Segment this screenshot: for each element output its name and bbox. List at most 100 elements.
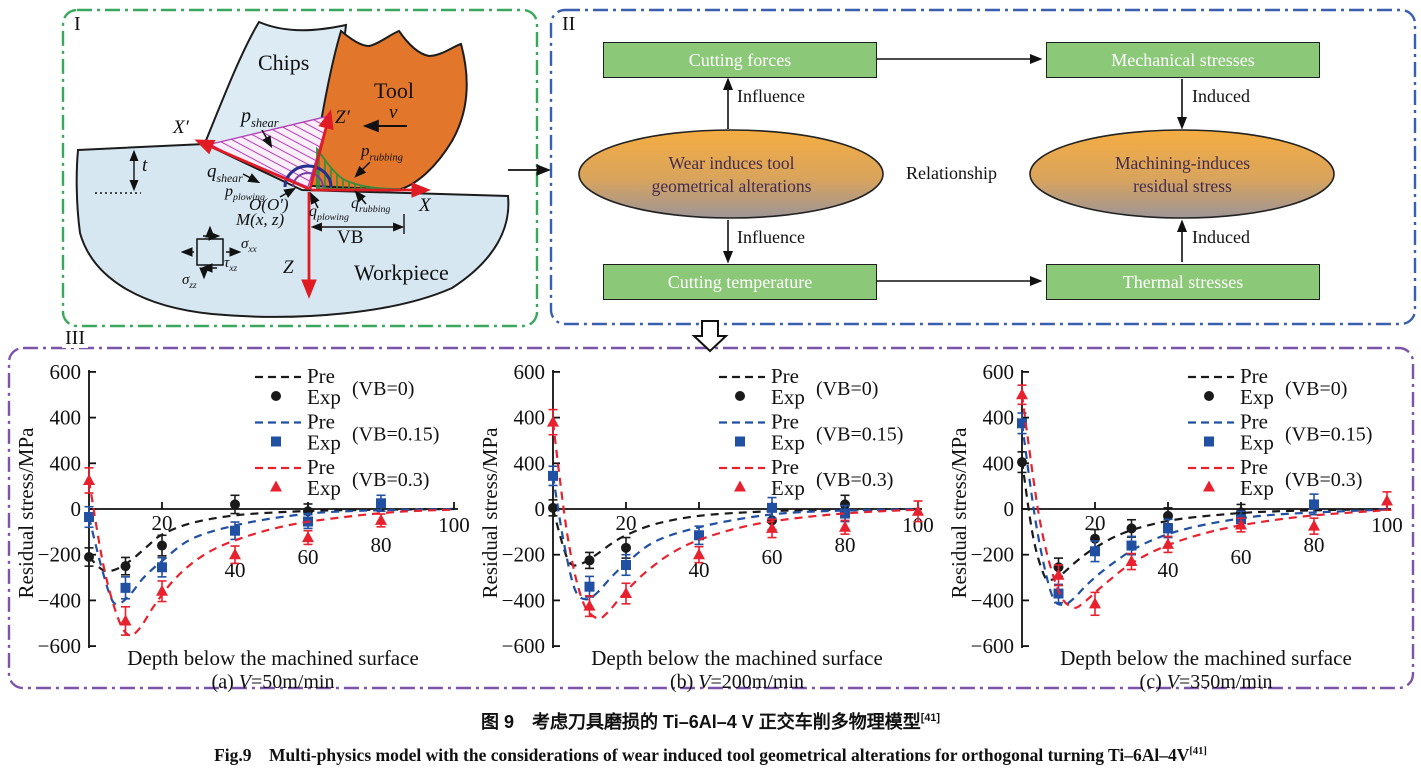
induced-bottom-label: Induced [1192,227,1250,247]
exp-marker-square [1090,546,1100,557]
y-tick-label: 400 [983,406,1015,430]
panel1-border [61,8,539,328]
y-tick-label: 400 [514,406,546,430]
exp-marker-square [1126,540,1137,551]
exp-marker-circle [621,542,631,553]
exp-marker-triangle [83,473,95,485]
exp-marker-triangle [693,548,705,560]
box-cutting-forces: Cutting forces [603,42,877,78]
y-tick-label: 0 [1004,497,1015,521]
exp-marker-square [694,530,704,541]
exp-marker-triangle [270,480,282,492]
x-tick-label: 40 [689,558,710,582]
z-axis-label: Z [283,257,294,278]
exp-marker-circle [230,499,240,510]
q-plowing-leader [309,191,320,209]
y-axis-title: Residual stress/MPa [479,427,502,599]
x-tick-label: 40 [1158,558,1179,582]
exp-marker-triangle [766,521,778,533]
box-cutting-temperature: Cutting temperature [603,264,877,300]
legend-pre-label: Pre [1240,455,1268,479]
tool-shape [309,29,468,192]
exp-marker-square [230,525,240,536]
chart-subtitle: (c) V=350m/min [1140,671,1273,692]
box-cutting-forces-label: Cutting forces [688,49,792,70]
sigma-xx-label: σxx [241,236,257,255]
p-plowing-leader [279,187,297,198]
z-prime-axis-arrow [308,109,334,190]
ellipse-machining-shape [1029,129,1335,219]
tool-label: Tool [374,78,415,103]
y-tick-label: −400 [971,588,1014,612]
chips-label: Chips [258,50,310,75]
exp-points [547,408,924,618]
leader-arrows [242,129,371,209]
legend-pre-label: Pre [307,410,335,434]
exp-marker-square [767,502,777,513]
exp-marker-square [157,562,167,573]
ellipse-wear-line1: Wear induces tool [668,153,795,173]
q-rubbing-label: qrubbing [351,195,391,216]
legend-exp-label: Exp [1240,476,1274,500]
y-tick-label: 600 [50,360,82,384]
y-tick-label: 600 [983,360,1015,384]
point-m-label: M(x, z) [236,210,285,229]
caption-chinese-ref: [41] [920,712,940,724]
velocity-label: v [389,102,398,123]
exp-marker-square [1309,499,1319,510]
caption-english: Fig.9 Multi-physics model with the consi… [0,742,1421,767]
exp-marker-triangle [156,584,168,596]
box-thermal-stresses-label: Thermal stresses [1122,271,1244,292]
y-tick-label: 400 [514,451,546,475]
legend-pre-label: Pre [307,364,335,388]
q-plowing-label: qplowing [309,203,349,224]
exp-marker-circle [84,551,94,562]
x-tick-label: 80 [835,533,856,557]
panel3-numeral: III [62,328,88,348]
y-tick-label: 0 [71,497,82,521]
box-mechanical-stresses-label: Mechanical stresses [1111,49,1255,70]
x-axis-label: X [419,195,431,216]
exp-marker-triangle [839,520,851,532]
y-tick-label: −400 [502,588,545,612]
legend-pre-label: Pre [307,455,335,479]
cutting-schematic [75,20,510,318]
x-tick-label: 20 [1085,511,1106,535]
p-shear-label: pshear [241,105,279,130]
x-tick-label: 80 [1304,533,1325,557]
y-axis-title: Residual stress/MPa [15,427,38,599]
box-thermal-stresses: Thermal stresses [1046,264,1320,300]
legend-pre-label: Pre [771,455,799,479]
pre-curve [1020,394,1388,609]
x-tick-label: 20 [152,511,173,535]
x-tick-label: 80 [371,533,392,557]
exp-marker-triangle [1125,555,1138,567]
y-ticks: 600 400 400 0 −200 −400 −600 [971,360,1029,658]
exp-marker-triangle [1203,480,1215,492]
induced-top-label: Induced [1192,86,1250,106]
y-tick-label: 400 [50,406,82,430]
legend-group-label: (VB=0.15) [352,424,439,446]
y-ticks: 600 400 400 0 −200 −400 −600 [502,360,560,658]
panel1-numeral: I [74,13,81,35]
q-rubbing-leader [354,190,367,205]
exp-marker-triangle [1089,597,1101,609]
pre-curve [551,507,919,567]
legend-exp-label: Exp [1240,385,1274,409]
exp-marker-triangle [1162,537,1174,549]
pre-curve [551,475,919,601]
y-tick-label: −600 [38,634,81,658]
y-tick-label: 0 [535,497,546,521]
exp-marker-square [584,581,595,592]
flow-arrows [722,53,1188,287]
p-rubbing-label: prubbing [361,141,403,164]
pre-curve [1020,460,1388,582]
exp-marker-square [621,559,631,570]
pre-curve [551,422,919,620]
legend-group-label: (VB=0.3) [816,469,893,491]
